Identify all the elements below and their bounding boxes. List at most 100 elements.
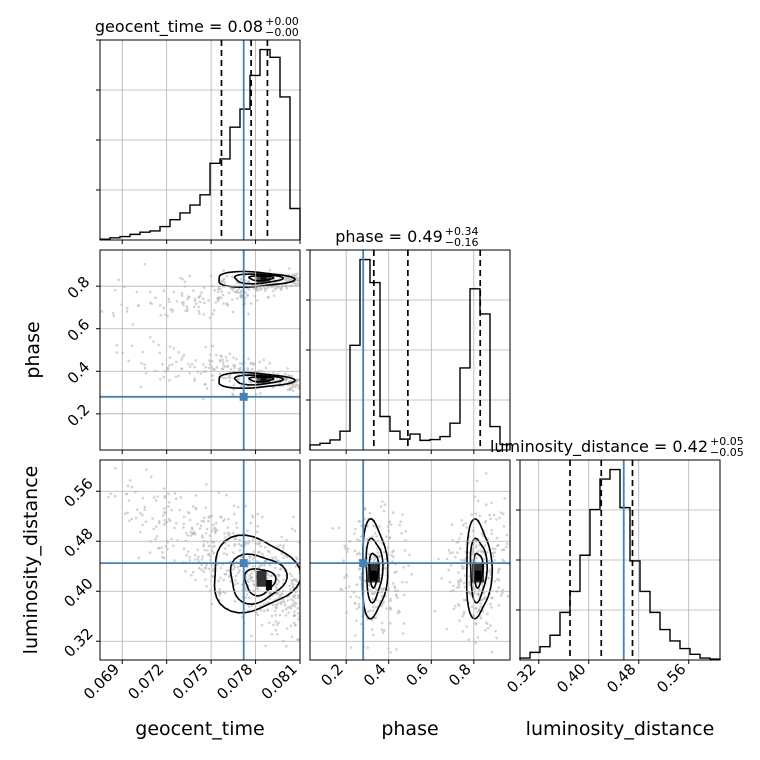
scatter-point: [208, 534, 212, 537]
scatter-point: [212, 567, 215, 571]
scatter-point: [182, 522, 186, 526]
scatter-point: [157, 343, 160, 347]
scatter-point: [297, 384, 300, 387]
scatter-point: [149, 290, 152, 294]
scatter-point: [220, 367, 224, 370]
scatter-point: [188, 511, 191, 515]
scatter-point: [481, 598, 485, 601]
scatter-point: [387, 667, 390, 670]
scatter-point: [277, 574, 281, 577]
scatter-point: [289, 588, 292, 591]
scatter-point: [398, 523, 401, 527]
scatter-point: [280, 592, 283, 596]
scatter-point: [274, 613, 277, 617]
scatter-point: [233, 565, 236, 569]
scatter-point: [219, 566, 223, 570]
scatter-point: [288, 584, 291, 588]
scatter-point: [292, 614, 296, 617]
scatter-point: [214, 301, 218, 304]
title-text: phase = 0.49: [335, 227, 442, 246]
scatter-point: [130, 517, 134, 521]
scatter-point: [231, 392, 234, 396]
scatter-point: [170, 310, 174, 313]
scatter-point: [141, 496, 145, 500]
scatter-point: [475, 479, 479, 483]
scatter-point: [262, 603, 266, 606]
scatter-point: [365, 618, 369, 621]
scatter-point: [212, 551, 215, 555]
scatter-point: [355, 607, 359, 611]
scatter-point: [168, 345, 172, 348]
scatter-point: [390, 554, 393, 557]
scatter-point: [127, 359, 130, 363]
scatter-point: [401, 513, 404, 516]
scatter-point: [353, 532, 356, 535]
scatter-point: [506, 594, 510, 598]
scatter-point: [157, 521, 161, 525]
scatter-point: [482, 591, 486, 594]
scatter-point: [370, 592, 374, 595]
scatter-point: [381, 602, 384, 606]
scatter-point: [189, 534, 193, 537]
scatter-point: [154, 499, 158, 502]
scatter-point: [381, 631, 385, 634]
scatter-point: [463, 574, 467, 577]
scatter-point: [145, 468, 148, 471]
scatter-point: [254, 287, 258, 290]
scatter-point: [167, 505, 170, 508]
scatter-point: [204, 345, 208, 349]
scatter-point: [459, 578, 463, 581]
scatter-point: [345, 611, 348, 614]
scatter-point: [275, 603, 279, 607]
scatter-point: [258, 392, 262, 395]
scatter-point: [445, 557, 449, 561]
scatter-point: [470, 605, 474, 608]
scatter-point: [248, 559, 251, 563]
histogram-bar: [420, 440, 430, 450]
scatter-point: [290, 578, 293, 582]
scatter-point: [505, 545, 508, 549]
scatter-point: [389, 523, 393, 526]
title-lower-error: −0.05: [710, 446, 744, 459]
scatter-point: [198, 527, 202, 530]
scatter-point: [272, 371, 275, 375]
scatter-point: [287, 611, 290, 614]
y-tick-label: 0.40: [60, 574, 96, 610]
scatter-point: [220, 279, 224, 283]
scatter-point: [399, 520, 402, 524]
scatter-point: [376, 547, 379, 551]
scatter-point: [231, 288, 234, 292]
scatter-point: [196, 548, 200, 552]
scatter-point: [274, 555, 277, 559]
scatter-point: [379, 505, 383, 508]
scatter-point: [162, 289, 165, 292]
scatter-point: [346, 547, 350, 551]
scatter-point: [374, 606, 377, 609]
scatter-point: [282, 544, 285, 547]
scatter-point: [349, 646, 353, 649]
scatter-point: [144, 520, 148, 523]
scatter-point: [490, 528, 493, 532]
scatter-point: [277, 601, 280, 605]
scatter-point: [214, 521, 218, 525]
scatter-point: [251, 565, 255, 568]
scatter-point: [228, 532, 231, 535]
scatter-point: [238, 538, 242, 542]
scatter-point: [276, 578, 279, 581]
scatter-point: [247, 596, 251, 600]
scatter-point: [294, 383, 298, 386]
scatter-point: [371, 609, 375, 612]
scatter-point: [401, 632, 405, 635]
scatter-point: [237, 571, 240, 575]
scatter-point: [207, 519, 210, 523]
scatter-point: [501, 512, 505, 516]
scatter-point: [296, 596, 300, 600]
scatter-point: [233, 583, 237, 586]
scatter-point: [199, 524, 203, 528]
scatter-point: [202, 520, 206, 523]
scatter-point: [200, 558, 204, 561]
scatter-point: [447, 549, 451, 552]
density-cell: [260, 274, 267, 281]
scatter-point: [168, 356, 172, 359]
scatter-point: [184, 309, 187, 313]
